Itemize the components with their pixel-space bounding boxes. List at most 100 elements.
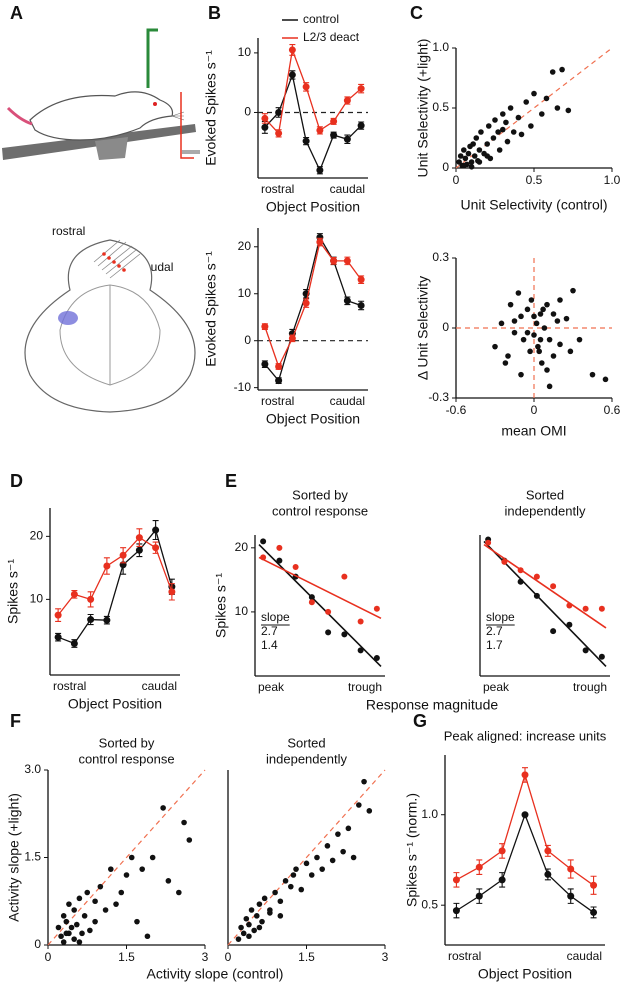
electrode-tips — [102, 252, 126, 272]
x-axis-label: Object Position — [266, 199, 360, 215]
scatter-point — [240, 930, 247, 937]
scatter-point — [544, 301, 550, 308]
chart-title: independently — [505, 503, 586, 518]
data-point — [357, 122, 365, 130]
unity-line — [455, 47, 613, 169]
scatter-point — [557, 297, 563, 303]
scatter-point — [539, 111, 545, 117]
scatter-point — [303, 860, 310, 867]
scatter-point — [518, 371, 524, 378]
x-end-label: peak — [483, 680, 510, 694]
scatter-point — [134, 918, 140, 925]
data-point — [550, 583, 557, 590]
scatter-point — [128, 854, 135, 861]
scatter-point — [537, 311, 544, 317]
data-point — [475, 892, 483, 900]
slope-label: slope — [261, 610, 290, 624]
scatter-point — [462, 155, 469, 162]
data-point — [498, 876, 506, 884]
scatter-point — [520, 336, 527, 343]
panel-label: F — [10, 711, 21, 731]
scatter-point — [470, 141, 476, 147]
legend-label: L2/3 deact — [303, 30, 360, 44]
scatter-point — [550, 353, 557, 359]
data-point — [550, 628, 557, 635]
scatter-point — [535, 343, 541, 350]
scatter-point — [544, 367, 550, 373]
scatter-point — [68, 924, 75, 931]
data-point — [373, 655, 380, 662]
rat-eye — [153, 102, 157, 106]
scatter-point — [356, 802, 362, 808]
scatter-point — [235, 936, 242, 942]
data-point — [485, 539, 492, 546]
scatter-point — [277, 898, 284, 905]
x-end-label: trough — [348, 680, 382, 694]
series-line — [264, 72, 362, 172]
y-tick-label: 20 — [30, 529, 44, 543]
scatter-point — [256, 901, 263, 907]
scatter-point — [476, 159, 483, 165]
scatter-point — [267, 910, 273, 916]
scatter-point — [288, 883, 294, 890]
scatter-point — [329, 857, 336, 864]
scatter-point — [335, 831, 341, 837]
rostral-label: rostral — [52, 224, 85, 238]
data-point — [357, 301, 365, 309]
x-tick-label: 0 — [45, 950, 52, 964]
scatter-point — [308, 872, 315, 878]
scatter-point — [536, 348, 542, 355]
scatter-point — [246, 933, 252, 940]
scatter-point — [324, 843, 331, 849]
data-point — [276, 544, 283, 551]
x-tick-label: 0.6 — [604, 403, 621, 417]
scatter-point — [238, 924, 244, 931]
scatter-point — [523, 99, 529, 105]
scatter-point — [518, 131, 525, 138]
scatter-point — [554, 105, 561, 111]
scatter-point — [366, 808, 373, 814]
data-point — [598, 605, 605, 612]
scatter-point — [92, 898, 98, 905]
scatter-point — [282, 878, 289, 884]
scatter-point — [58, 933, 64, 940]
scatter-point — [102, 907, 109, 913]
scatter-point — [500, 126, 506, 133]
unity-line — [47, 769, 206, 946]
data-point — [343, 135, 351, 143]
data-point — [275, 363, 283, 371]
y-tick-label: 0.3 — [432, 250, 449, 264]
head-post — [146, 28, 158, 88]
y-tick-label: 0.5 — [432, 100, 449, 114]
x-tick-label: 3 — [382, 950, 389, 964]
data-point — [582, 605, 589, 612]
y-axis-label: Δ Unit Selectivity — [415, 276, 431, 380]
data-point — [316, 166, 324, 174]
y-tick-label: -10 — [234, 380, 252, 394]
y-tick-label: 0 — [244, 105, 251, 119]
data-point — [521, 771, 529, 779]
scatter-point — [507, 301, 514, 308]
scatter-point — [97, 883, 104, 890]
data-point — [330, 131, 338, 139]
y-axis-label: Evoked Spikes s⁻¹ — [203, 50, 219, 166]
data-point — [152, 526, 160, 534]
fit-line — [258, 544, 382, 667]
scatter-point — [123, 872, 130, 878]
panel-label: C — [410, 3, 423, 23]
scatter-point — [108, 866, 114, 872]
y-axis-label: Spikes s⁻¹ — [213, 573, 229, 638]
data-point — [87, 616, 95, 624]
data-point — [452, 907, 460, 915]
data-point — [275, 129, 283, 137]
chart-title: Peak aligned: increase units — [444, 728, 607, 743]
x-end-label: caudal — [330, 182, 365, 196]
data-point — [302, 83, 310, 91]
y-axis-label: Evoked Spikes s⁻¹ — [203, 251, 219, 367]
scatter-point — [248, 907, 255, 913]
scatter-point — [546, 383, 553, 390]
scatter-point — [63, 918, 70, 925]
scatter-point — [589, 371, 596, 378]
